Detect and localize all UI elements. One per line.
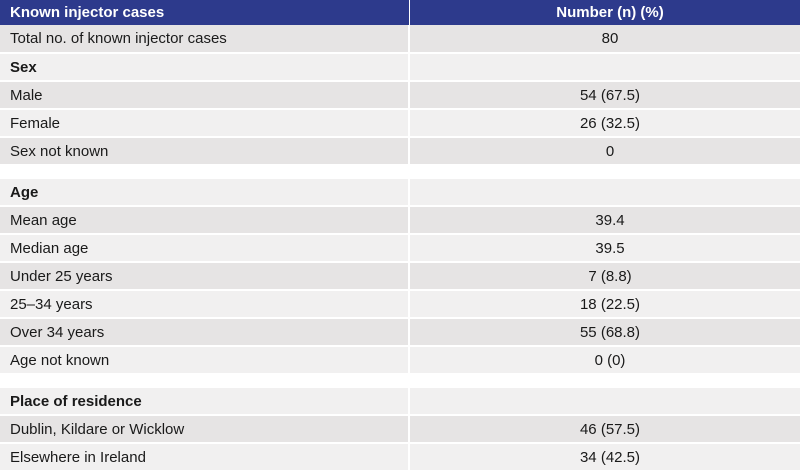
table-row: Age not known 0 (0) [0,347,800,375]
section-heading-row: Age [0,179,800,207]
table-row: Median age 39.5 [0,235,800,263]
row-label: Mean age [0,207,410,233]
section-spacer [0,166,800,179]
row-value: 7 (8.8) [588,267,632,285]
row-label: Male [0,82,410,108]
section-heading-row: Sex [0,54,800,82]
empty-cell [410,179,800,205]
table-row: Over 34 years 55 (68.8) [0,319,800,347]
section-heading-age: Age [0,179,410,205]
row-label: Over 34 years [0,319,410,345]
table-row: Female 26 (32.5) [0,110,800,138]
table-row: 25–34 years 18 (22.5) [0,291,800,319]
row-label: Age not known [0,347,410,373]
row-value: 0 [605,142,615,160]
table-row: Male 54 (67.5) [0,82,800,110]
empty-cell [410,388,800,414]
row-value: 39.4 [595,211,625,229]
table-row: Mean age 39.4 [0,207,800,235]
table-row: Total no. of known injector cases 80 [0,25,800,54]
row-value: 80 [601,30,619,47]
row-value: 39.5 [595,239,625,257]
section-heading-sex: Sex [0,54,410,80]
row-value: 34 (42.5) [579,448,641,466]
row-label: Under 25 years [0,263,410,289]
row-value: 54 (67.5) [579,86,641,104]
row-value: 46 (57.5) [579,420,641,438]
row-label: Sex not known [0,138,410,164]
section-heading-row: Place of residence [0,388,800,416]
row-value: 55 (68.8) [579,323,641,341]
row-value: 18 (22.5) [579,295,641,313]
row-label: Female [0,110,410,136]
table-header-row: Known injector cases Number (n) (%) [0,0,800,25]
row-label: Total no. of known injector cases [0,25,410,52]
table-row: Elsewhere in Ireland 34 (42.5) [0,444,800,472]
row-label: Median age [0,235,410,261]
row-label: 25–34 years [0,291,410,317]
row-value: 26 (32.5) [579,114,641,132]
table-row: Under 25 years 7 (8.8) [0,263,800,291]
table-row: Dublin, Kildare or Wicklow 46 (57.5) [0,416,800,444]
row-label: Elsewhere in Ireland [0,444,410,470]
section-spacer [0,375,800,388]
header-number-percent: Number (n) (%) [556,4,664,21]
row-value: 0 (0) [594,351,626,369]
header-known-injector-cases: Known injector cases [0,0,410,25]
section-heading-place-of-residence: Place of residence [0,388,410,414]
empty-cell [410,54,800,80]
table-row: Sex not known 0 [0,138,800,166]
row-label: Dublin, Kildare or Wicklow [0,416,410,442]
